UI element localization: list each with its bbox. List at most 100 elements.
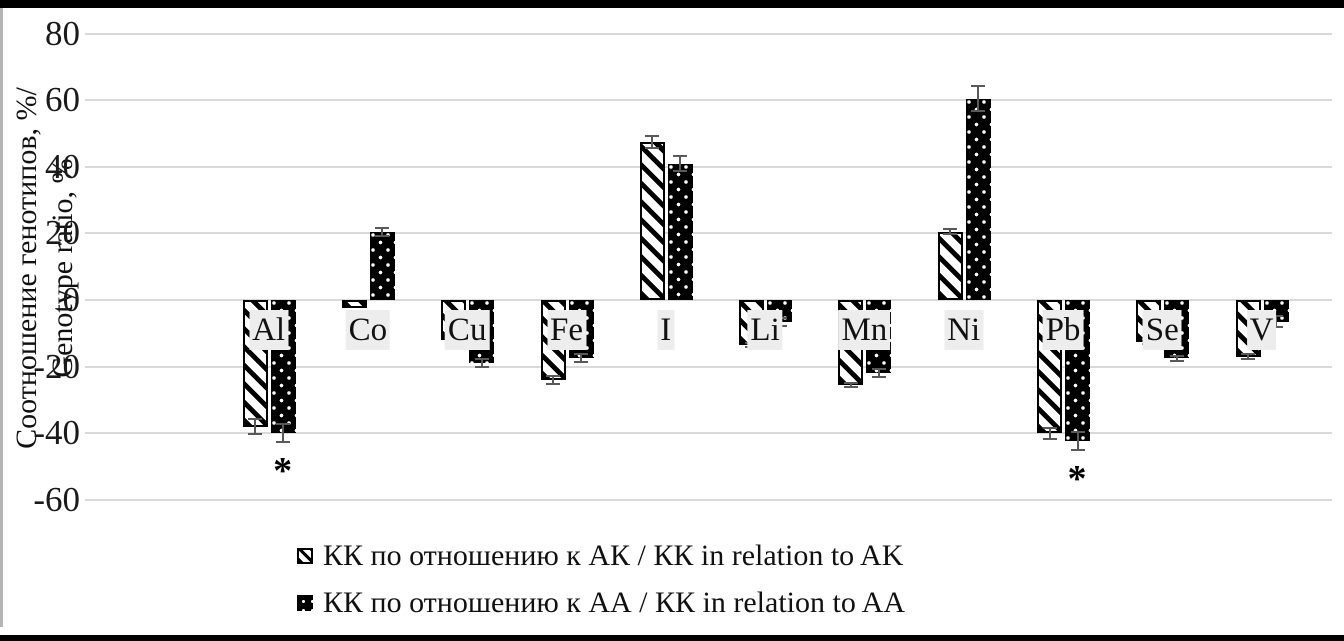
error-bar-cap [645, 135, 660, 138]
error-bar-line [849, 381, 852, 389]
legend-label-series2: КК по отношению к АА / КК in relation to… [323, 586, 906, 619]
error-bar-cap [1042, 426, 1057, 429]
category-label-Pb: Pb [1042, 310, 1084, 350]
error-bar-cap [276, 441, 291, 444]
error-bar-Mn-series1 [843, 381, 858, 389]
error-bar-cap [375, 234, 390, 237]
error-bar-cap [546, 382, 560, 385]
error-bar-cap [1042, 437, 1057, 440]
error-bar-line [381, 226, 384, 237]
error-bar-Co-series2 [375, 226, 390, 237]
error-bar-Cu-series2 [474, 358, 489, 369]
y-axis-tick-label-0: 0 [62, 280, 81, 319]
legend-entry-series1: КК по отношению к АК / КК in relation to… [297, 538, 903, 574]
bar-Co-series1 [341, 300, 367, 309]
category-label-Fe: Fe [547, 310, 586, 350]
error-bar-V-series1 [1241, 353, 1256, 360]
y-axis-tick-label-20: 20 [45, 213, 80, 253]
error-bar-cap [1241, 357, 1256, 360]
error-bar-cap [943, 228, 958, 231]
significance-asterisk-Pb: * [1067, 458, 1087, 501]
y-axis-tick-label--60: -60 [33, 479, 80, 519]
error-bar-line [1175, 354, 1178, 362]
error-bar-Mn-series2 [871, 368, 886, 379]
error-bar-line [977, 85, 980, 112]
legend-label-series1: КК по отношению к АК / КК in relation to… [323, 539, 904, 572]
category-label-Mn: Mn [838, 310, 891, 350]
error-bar-line [254, 418, 257, 435]
category-label-V: V [1246, 310, 1277, 350]
error-bar-Al-series1 [248, 418, 263, 435]
error-bar-cap [248, 432, 263, 435]
gridline--60 [85, 498, 1332, 501]
gridline-0 [85, 299, 1332, 301]
category-label-Co: Co [345, 310, 391, 350]
legend-entry-series2: КК по отношению к АА / КК in relation to… [297, 585, 905, 621]
category-label-Al: Al [249, 310, 289, 350]
frame-bottom-border [0, 635, 1344, 641]
gridline-40 [85, 165, 1332, 168]
y-axis-tick-label--20: -20 [33, 346, 80, 386]
error-bar-cap [673, 155, 688, 158]
error-bar-cap [673, 169, 688, 172]
bar-Ni-series1 [937, 231, 963, 300]
y-axis-tick-label-40: 40 [45, 146, 80, 186]
error-bar-cap [843, 386, 858, 389]
error-bar-line [679, 155, 682, 172]
error-bar-cap [546, 374, 560, 377]
bar-I-series1 [639, 141, 665, 300]
gridline--40 [85, 432, 1332, 435]
gridline-80 [85, 32, 1332, 35]
error-bar-cap [843, 381, 858, 384]
error-bar-cap [1169, 359, 1184, 362]
error-bar-cap [1070, 449, 1085, 452]
legend-marker-dotted-icon [297, 595, 313, 611]
error-bar-cap [574, 361, 588, 364]
error-bar-cap [943, 233, 958, 236]
frame-top-border [0, 0, 1344, 8]
error-bar-cap [971, 109, 986, 112]
error-bar-line [1048, 426, 1051, 440]
gridline-20 [85, 232, 1332, 235]
significance-asterisk-Al: * [273, 450, 293, 493]
error-bar-cap [971, 85, 986, 88]
error-bar-cap [474, 358, 489, 361]
error-bar-cap [1070, 431, 1085, 434]
error-bar-cap [871, 376, 886, 379]
error-bar-Ni-series2 [971, 85, 986, 112]
error-bar-cap [474, 366, 489, 369]
error-bar-cap [871, 368, 886, 371]
frame-left-border [0, 0, 3, 627]
error-bar-cap [1241, 353, 1256, 356]
error-bar-cap [1169, 354, 1184, 357]
error-bar-Fe-series1 [546, 374, 560, 385]
category-label-Li: Li [747, 310, 783, 350]
legend-marker-hatched-icon [297, 548, 313, 564]
error-bar-line [580, 353, 582, 364]
bar-Ni-series2 [965, 98, 991, 300]
category-label-Se: Se [1142, 310, 1182, 350]
error-bar-Ni-series1 [943, 228, 958, 236]
error-bar-line [1247, 353, 1250, 360]
category-label-I: I [657, 310, 675, 350]
error-bar-line [1076, 431, 1079, 452]
error-bar-cap [645, 146, 660, 149]
error-bar-line [877, 368, 880, 379]
gridline-60 [85, 99, 1332, 102]
error-bar-Al-series2 [276, 423, 291, 444]
error-bar-line [282, 423, 285, 444]
error-bar-Pb-series2 [1070, 431, 1085, 452]
y-axis-tick-label--40: -40 [33, 413, 80, 453]
error-bar-line [651, 135, 654, 149]
error-bar-cap [276, 423, 291, 426]
error-bar-I-series2 [673, 155, 688, 172]
bar-I-series2 [667, 163, 693, 300]
error-bar-line [480, 358, 483, 369]
error-bar-I-series1 [645, 135, 660, 149]
category-label-Cu: Cu [444, 310, 490, 350]
bar-Co-series2 [369, 231, 395, 300]
category-label-Ni: Ni [944, 310, 984, 350]
error-bar-line [949, 228, 952, 236]
y-axis-tick-label-80: 80 [45, 13, 80, 53]
